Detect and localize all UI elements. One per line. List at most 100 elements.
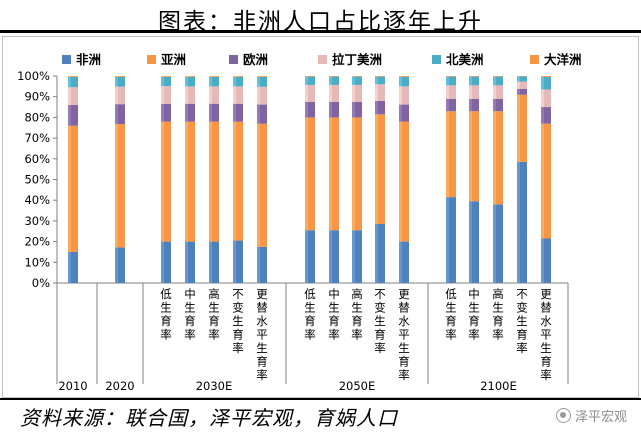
bar-segment (329, 76, 339, 77)
bar-label-char: 率 (492, 328, 504, 342)
bar-segment (305, 117, 315, 231)
bar-segment (517, 88, 527, 95)
bar-highlight (233, 240, 236, 283)
bar-segment (541, 89, 551, 108)
bar-label-char: 生 (374, 314, 386, 328)
group-label: 2050E (339, 379, 376, 393)
bar-segment (68, 125, 78, 252)
bar-highlight (352, 117, 355, 231)
bar-highlight (68, 76, 71, 77)
bar-highlight (329, 101, 332, 118)
bar-label-char: 生 (256, 341, 268, 355)
bar-label-char: 更 (256, 287, 268, 301)
bar-highlight (233, 76, 236, 77)
bar-highlight (305, 84, 308, 102)
y-tick-label: 100% (17, 69, 50, 83)
legend-label: 欧洲 (243, 52, 268, 67)
y-tick-label: 80% (24, 110, 50, 124)
bar-highlight (305, 76, 308, 85)
bar-highlight (541, 77, 544, 90)
bar-highlight (161, 241, 164, 283)
bar-segment (329, 101, 339, 118)
bar-label-char: 率 (445, 328, 457, 342)
bar-label-char: 生 (540, 341, 552, 355)
legend-label: 非洲 (76, 52, 101, 67)
bar-highlight (185, 121, 188, 242)
bar-label-char: 平 (256, 328, 268, 342)
source-note: 资料来源：联合国，泽平宏观，育娲人口 (20, 406, 398, 430)
bar-segment (446, 85, 456, 99)
bar-highlight (329, 76, 332, 77)
watermark-text: 泽平宏观 (574, 410, 627, 425)
bar-highlight (257, 86, 260, 105)
bar-label-char: 率 (398, 368, 410, 382)
bar-segment (257, 76, 267, 87)
bar-highlight (399, 76, 402, 87)
bar-segment (493, 111, 503, 205)
bar-highlight (352, 76, 355, 77)
bar-segment (185, 76, 195, 77)
bar-highlight (375, 84, 378, 101)
bar-label-char: 育 (208, 314, 220, 328)
bar-highlight (305, 117, 308, 231)
bar-segment (161, 76, 171, 87)
bar-highlight (541, 76, 544, 78)
bar-segment (541, 238, 551, 283)
bar-highlight (257, 123, 260, 247)
bar-highlight (209, 76, 212, 87)
bar-label-char: 水 (540, 314, 552, 328)
bar-highlight (329, 117, 332, 231)
bar-label-char: 率 (256, 368, 268, 382)
group-label: 2100E (480, 379, 517, 393)
bar-highlight (517, 81, 520, 89)
bar-highlight (493, 85, 496, 99)
bar-segment (233, 103, 243, 122)
bar-segment (469, 76, 479, 77)
bar-highlight (329, 230, 332, 283)
bar-highlight (541, 123, 544, 239)
bar-highlight (233, 121, 236, 241)
bar-segment (115, 76, 125, 77)
bar-label-char: 生 (328, 301, 340, 315)
bar-highlight (161, 86, 164, 104)
bar-highlight (329, 84, 332, 102)
bar-segment (257, 246, 267, 283)
bar-highlight (161, 121, 164, 242)
bar-segment (469, 201, 479, 283)
bar-segment (115, 104, 125, 125)
bar-label-char: 平 (540, 328, 552, 342)
bar-segment (517, 76, 527, 82)
bar-label-char: 高 (492, 287, 504, 301)
bar-highlight (375, 76, 378, 77)
bar-segment (469, 76, 479, 86)
bar-segment (399, 241, 409, 283)
bar-highlight (209, 241, 212, 283)
bar-highlight (399, 76, 402, 77)
legend-label: 亚洲 (161, 52, 186, 67)
bar-segment (469, 85, 479, 99)
bar-highlight (257, 104, 260, 124)
bar-segment (352, 76, 362, 77)
bar-label-char: 水 (398, 314, 410, 328)
group-label: 2010 (58, 379, 87, 393)
bar-segment (185, 76, 195, 87)
plot-frame (2, 36, 639, 398)
bar-highlight (233, 103, 236, 122)
bar-label-char: 替 (540, 301, 552, 315)
bar-segment (305, 84, 315, 102)
bar-segment (305, 230, 315, 283)
bar-highlight (446, 111, 449, 198)
bar-segment (161, 241, 171, 283)
legend-label: 大洋洲 (544, 52, 582, 67)
bar-label-char: 水 (256, 314, 268, 328)
bar-highlight (469, 85, 472, 99)
bar-highlight (257, 246, 260, 283)
bar-highlight (329, 76, 332, 85)
bar-label-char: 率 (232, 341, 244, 355)
bar-label-char: 生 (468, 301, 480, 315)
legend-swatch (432, 55, 441, 64)
bar-segment (257, 76, 267, 77)
bar-segment (161, 86, 171, 104)
bar-segment (329, 84, 339, 102)
bar-highlight (257, 76, 260, 77)
